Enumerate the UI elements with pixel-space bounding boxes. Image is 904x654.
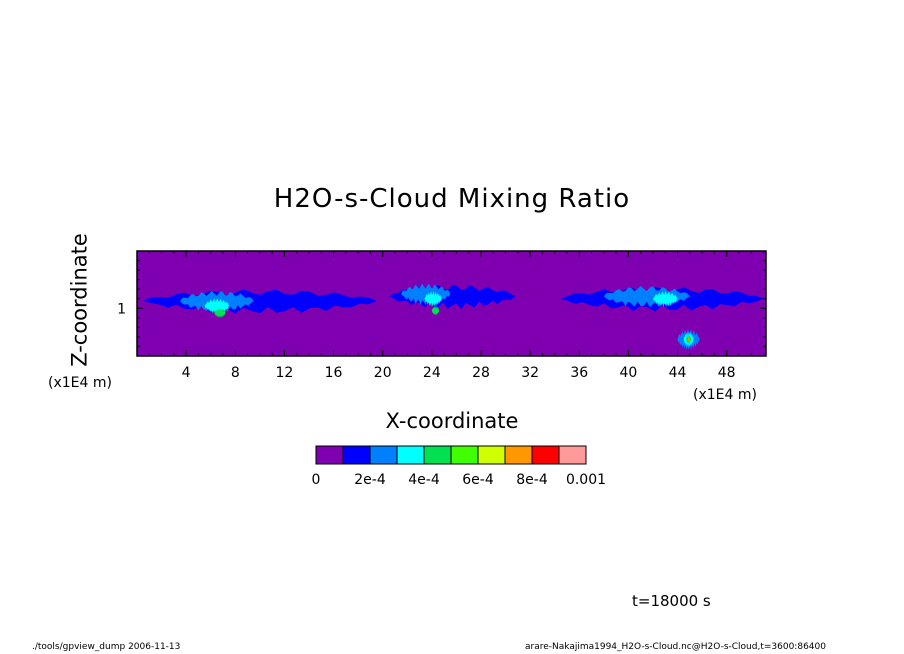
- colorbar-swatch: [558, 445, 587, 465]
- chart-title: H2O-s-Cloud Mixing Ratio: [273, 184, 631, 214]
- x-tick-label: 24: [423, 365, 441, 381]
- x-tick-label: 36: [570, 365, 588, 381]
- colorbar-label: 0.001: [566, 472, 606, 488]
- colorbar-swatch: [342, 445, 371, 465]
- x-tick-label: 28: [472, 365, 490, 381]
- colorbar-label: 4e-4: [408, 472, 440, 488]
- x-tick-label: 16: [325, 365, 343, 381]
- x-tick-label: 32: [521, 365, 539, 381]
- heatmap-cells: [143, 283, 764, 351]
- heatmap-cell: [204, 298, 230, 315]
- axes: 4 8 12 16 20 24 28 32 36 40 44 481: [117, 250, 767, 381]
- x-axis-label: X-coordinate: [385, 409, 519, 433]
- plot-area: [137, 251, 766, 356]
- colorbar-label: 8e-4: [516, 472, 548, 488]
- x-tick-label: 48: [718, 365, 736, 381]
- footer-right: arare-Nakajima1994_H2O-s-Cloud.nc@H2O-s-…: [525, 642, 826, 652]
- x-axis-unit: (x1E4 m): [693, 387, 757, 403]
- footer-left: ./tools/gpview_dump 2006-11-13: [32, 642, 181, 652]
- x-tick-label: 20: [374, 365, 392, 381]
- time-annotation: t=18000 s: [632, 592, 711, 610]
- x-tick-label: 40: [619, 365, 637, 381]
- y-axis-unit: (x1E4 m): [48, 375, 112, 391]
- colorbar-swatch: [315, 445, 344, 465]
- x-tick-label: 44: [669, 365, 687, 381]
- colorbar-swatch: [477, 445, 506, 465]
- heatmap-cell: [688, 336, 690, 343]
- colorbar: 0 2e-4 4e-4 6e-4 8e-4 0.001: [312, 445, 606, 488]
- heatmap-cell: [653, 291, 678, 308]
- x-tick-label: 4: [182, 365, 191, 381]
- colorbar-label: 6e-4: [462, 472, 494, 488]
- colorbar-swatch: [450, 445, 479, 465]
- colorbar-swatch: [369, 445, 398, 465]
- x-tick-label: 8: [231, 365, 240, 381]
- colorbar-swatch: [423, 445, 452, 465]
- colorbar-swatch: [531, 445, 560, 465]
- heatmap-cell: [424, 291, 442, 307]
- colorbar-swatch: [396, 445, 425, 465]
- colorbar-swatch: [504, 445, 533, 465]
- heatmap-cell: [431, 305, 440, 317]
- y-tick-label: 1: [117, 301, 126, 317]
- plot-frame: [136, 250, 767, 357]
- heatmap-cell: [401, 283, 451, 306]
- x-tick-label: 12: [276, 365, 294, 381]
- colorbar-label: 0: [312, 472, 321, 488]
- colorbar-label: 2e-4: [354, 472, 386, 488]
- heatmap-cell: [214, 308, 226, 319]
